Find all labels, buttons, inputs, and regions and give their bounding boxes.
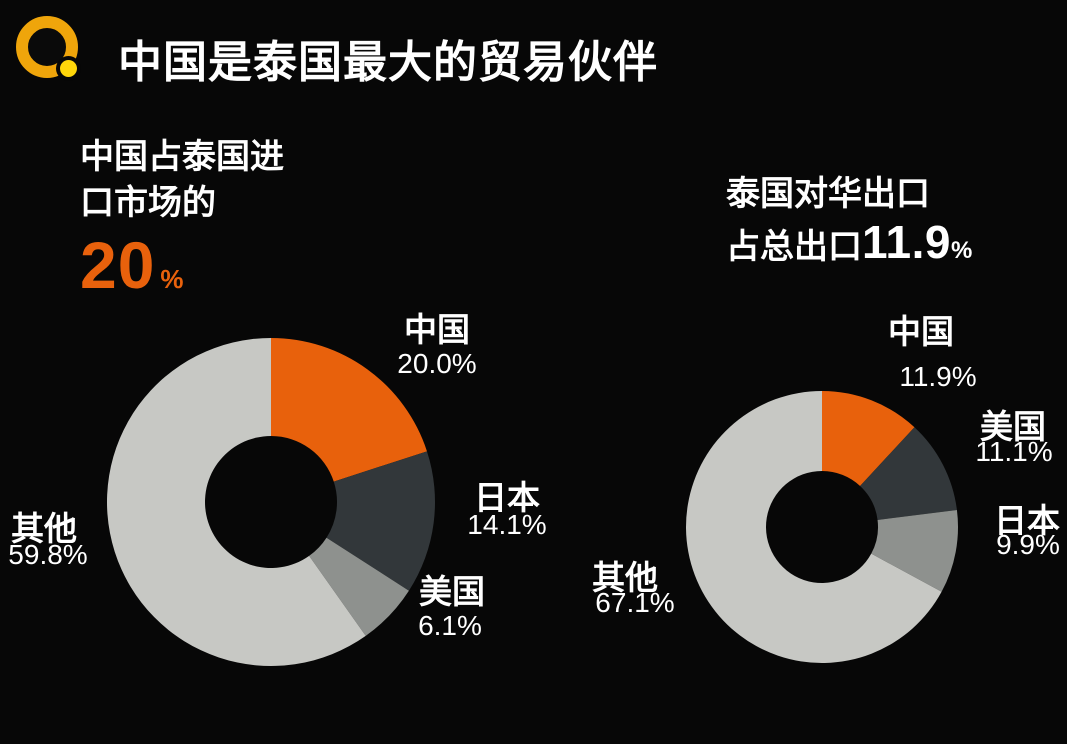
import-share-stat: 中国占泰国进 口市场的 20%	[80, 134, 284, 298]
import-share-value: 20%	[80, 232, 284, 298]
export-share-text-line2: 占总出口11.9%	[726, 218, 972, 275]
exports-label-other: 其他	[592, 559, 658, 596]
logo-dot-icon	[60, 60, 77, 77]
import-share-number: 20	[80, 228, 156, 302]
imports-label-china: 中国	[404, 311, 470, 348]
imports-value-usa: 6.1%	[418, 610, 482, 641]
export-share-unit: %	[951, 237, 973, 264]
exports-value-usa: 11.1%	[975, 436, 1053, 467]
imports-label-usa: 美国	[419, 573, 485, 610]
donut-slice-其他	[106, 338, 366, 666]
export-share-prefix: 占总出口	[726, 228, 862, 266]
donut-slice-其他	[686, 391, 942, 663]
export-share-text-line1: 泰国对华出口	[726, 175, 930, 213]
imports-value-other: 59.8%	[8, 539, 88, 570]
exports-value-japan: 9.9%	[996, 529, 1060, 560]
donut-slice-中国	[271, 338, 427, 482]
import-share-text-line1: 中国占泰国进	[80, 138, 284, 176]
donut-slice-中国	[822, 391, 915, 486]
imports-label-japan: 日本	[474, 479, 540, 516]
exports-value-china: 11.9%	[899, 361, 977, 392]
export-share-number: 11.9	[862, 216, 951, 268]
exports-donut-chart	[686, 391, 959, 663]
imports-value-china: 20.0%	[397, 348, 477, 379]
imports-label-other: 其他	[11, 510, 77, 547]
import-share-unit: %	[160, 264, 185, 294]
imports-value-japan: 14.1%	[467, 509, 547, 540]
donut-slice-日本	[871, 509, 959, 592]
donut-slice-美国	[309, 537, 409, 636]
donut-slice-美国	[860, 427, 957, 520]
page-title: 中国是泰国最大的贸易伙伴	[118, 38, 658, 87]
exports-label-japan: 日本	[994, 502, 1060, 539]
exports-label-usa: 美国	[980, 408, 1046, 445]
exports-label-china: 中国	[888, 313, 954, 350]
import-share-text-line2: 口市场的	[80, 184, 216, 222]
export-share-stat: 泰国对华出口 占总出口11.9%	[726, 170, 972, 275]
exports-value-other: 67.1%	[595, 587, 675, 618]
imports-donut-chart	[106, 338, 435, 666]
brand-logo-icon	[16, 16, 78, 78]
donut-slice-日本	[326, 451, 435, 591]
